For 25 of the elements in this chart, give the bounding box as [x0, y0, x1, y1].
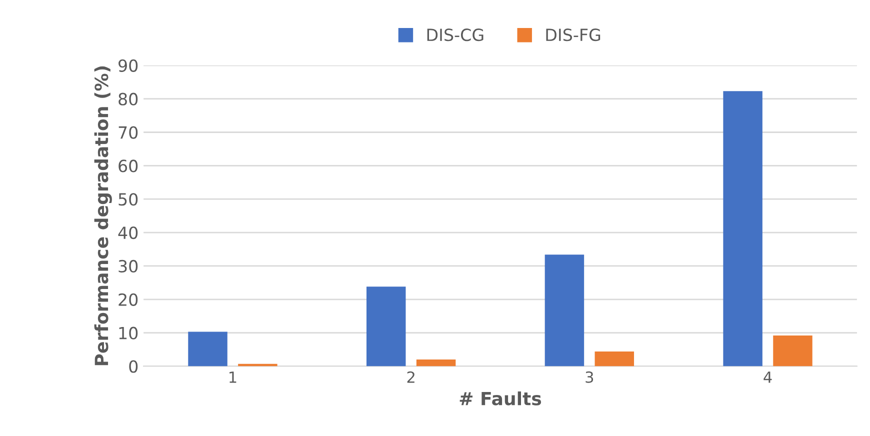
- bar: [416, 360, 456, 366]
- y-axis-title: Performance degradation (%): [94, 66, 112, 366]
- bar: [544, 254, 584, 366]
- bar: [594, 352, 634, 366]
- x-tick-label: 2: [407, 371, 414, 383]
- x-tick-label: 3: [586, 371, 594, 383]
- bar: [366, 286, 406, 366]
- bar: [773, 335, 812, 366]
- legend-label: DIS-CG: [427, 28, 484, 42]
- x-tick-label: 1: [230, 372, 236, 383]
- legend-label: DIS-FG: [546, 28, 600, 42]
- y-tick-label: 20: [118, 293, 138, 306]
- y-tick-label: 60: [118, 160, 138, 172]
- bar: [723, 91, 762, 366]
- x-axis-title: # Faults: [460, 391, 542, 406]
- y-tick-label: 40: [118, 226, 138, 240]
- y-tick-label: 70: [118, 126, 138, 139]
- y-tick-label: 0: [129, 360, 138, 373]
- bar: [188, 332, 228, 366]
- y-tick-label: 10: [119, 326, 138, 340]
- y-tick-label: 30: [118, 260, 138, 273]
- y-tick-label: 90: [118, 59, 138, 72]
- y-tick-label: 50: [118, 193, 138, 206]
- x-tick-label: 4: [764, 372, 772, 383]
- y-tick-label: 80: [118, 92, 138, 106]
